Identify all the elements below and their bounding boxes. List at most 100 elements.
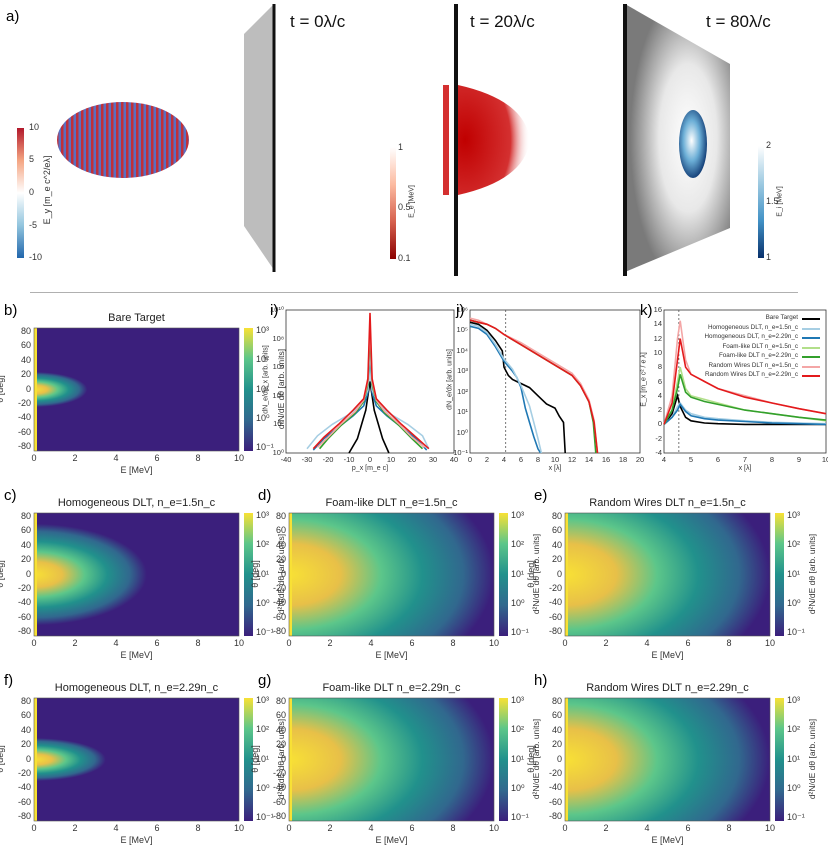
colorbar-tick-label: 10⁻¹ xyxy=(511,627,529,637)
cb3-tick: 2 xyxy=(766,140,772,150)
x-tick-label: 4 xyxy=(113,453,119,463)
colorbar xyxy=(499,513,508,636)
y-tick-label: 10² xyxy=(457,386,468,396)
y-tick-label: -40 xyxy=(17,412,31,423)
panel-letter-e: e) xyxy=(534,487,548,504)
x-tick-label: 6 xyxy=(154,453,160,463)
panel-letter-b: b) xyxy=(4,302,18,319)
colorbar-tick-label: 10³ xyxy=(256,695,270,705)
x-tick-label: 0 xyxy=(286,638,292,648)
y-tick-label: -40 xyxy=(548,782,562,793)
x-tick-label: 6 xyxy=(409,638,415,648)
y-tick-label: 40 xyxy=(551,724,562,735)
cb1-tick: -5 xyxy=(29,220,38,230)
x-tick-label: 4 xyxy=(501,455,507,464)
y-tick-label: -4 xyxy=(655,448,662,457)
x-tick-label: 4 xyxy=(113,638,119,648)
colorbar-tick-label: 10³ xyxy=(511,695,525,705)
y-tick-label: -20 xyxy=(548,767,562,778)
colorbar-tick-label: 10² xyxy=(787,724,801,735)
y-tick-label: 14 xyxy=(653,319,662,329)
colorbar-tick-label: 10⁻¹ xyxy=(787,812,805,822)
x-tick-label: -30 xyxy=(301,455,313,464)
series-line-5 xyxy=(312,312,430,450)
panel-letter-d: d) xyxy=(258,487,272,504)
colorbar-tick-label: 10² xyxy=(511,724,525,735)
cb2-label: E_e [MeV] xyxy=(408,185,416,218)
x-tick-label: 10 xyxy=(488,823,499,833)
x-tick-label: 2 xyxy=(603,638,609,648)
x-tick-label: 40 xyxy=(449,455,459,464)
x-tick-label: 6 xyxy=(685,638,691,648)
y-tick-label: 10⁴ xyxy=(272,390,284,400)
x-tick-label: 8 xyxy=(726,823,732,833)
y-tick-label: 20 xyxy=(275,739,286,750)
y-tick-label: 20 xyxy=(20,554,31,565)
y-tick-label: 0 xyxy=(280,753,286,764)
colorbar-tick-label: 10² xyxy=(256,354,270,365)
y-tick-label: 40 xyxy=(20,354,31,365)
y-axis-label: θ [deg] xyxy=(526,744,536,773)
colorbar-tick-label: 10⁰ xyxy=(256,412,270,423)
y-axis-label: θ [deg] xyxy=(526,559,536,588)
y-tick-label: 10¹⁰ xyxy=(270,305,284,314)
x-tick-label: 10 xyxy=(233,823,244,833)
colorbar-tick-label: 10⁰ xyxy=(511,782,525,793)
y-tick-label: -60 xyxy=(272,796,286,807)
x-tick-label: 6 xyxy=(715,455,721,464)
y-tick-label: 80 xyxy=(20,511,31,521)
y-tick-label: 2 xyxy=(657,405,662,415)
legend-label: Bare Target xyxy=(765,314,798,321)
y-axis-label: dN_e/dx [arb. units] xyxy=(446,348,454,410)
heatmap-title: Homogeneous DLT, n_e=1.5n_c xyxy=(57,497,216,509)
cb3-tick: 1.5 xyxy=(766,196,779,206)
colorbar-ee xyxy=(390,147,396,259)
y-tick-label: -80 xyxy=(17,811,31,821)
y-tick-label: -60 xyxy=(272,611,286,622)
x-axis-label: E [MeV] xyxy=(651,835,684,845)
legend-swatch xyxy=(802,375,820,377)
cb3-tick: 1 xyxy=(766,252,772,262)
x-tick-label: 4 xyxy=(661,455,667,464)
colorbar-tick-label: 10⁻¹ xyxy=(787,627,805,637)
x-tick-label: 10 xyxy=(764,638,775,648)
heatmap-title: Random Wires DLT n_e=2.29n_c xyxy=(586,682,749,694)
time-label-20: t = 20λ/c xyxy=(470,12,535,31)
x-tick-label: 8 xyxy=(195,638,201,648)
x-tick-label: 9 xyxy=(796,455,802,464)
target-plate-t0 xyxy=(244,4,276,272)
x-axis-label: x [λ] xyxy=(548,465,562,472)
y-tick-label: 60 xyxy=(275,710,286,721)
x-tick-label: 8 xyxy=(450,823,456,833)
y-tick-label: 4 xyxy=(657,390,662,400)
legend-label: Homogeneous DLT, n_e=1.5n_c xyxy=(707,323,798,331)
x-tick-label: 30 xyxy=(428,455,438,464)
colorbar-tick-label: 10¹ xyxy=(256,383,270,394)
heatmap-title: Homogeneous DLT, n_e=2.29n_c xyxy=(54,682,219,694)
y-tick-label: -80 xyxy=(272,811,286,821)
x-tick-label: 0 xyxy=(562,638,568,648)
legend-swatch xyxy=(802,356,820,358)
x-tick-label: 2 xyxy=(72,823,78,833)
y-tick-label: 0 xyxy=(556,753,562,764)
x-tick-label: 7 xyxy=(742,455,748,464)
y-tick-label: -20 xyxy=(548,582,562,593)
y-tick-label: 10⁶ xyxy=(456,305,468,314)
panel-letter-i: i) xyxy=(270,302,279,319)
x-tick-label: 2 xyxy=(72,638,78,648)
heatmap-title: Foam-like DLT n_e=2.29n_c xyxy=(322,682,461,694)
y-axis-label: θ [deg] xyxy=(250,744,260,773)
y-axis-label: E_x [m_e c² / e λ] xyxy=(640,351,648,407)
y-tick-label: -20 xyxy=(17,767,31,778)
panel-letter-k: k) xyxy=(640,302,653,319)
colorbar-tick-label: 10¹ xyxy=(256,568,270,579)
colorbar-tick-label: 10² xyxy=(256,724,270,735)
legend-swatch xyxy=(802,365,820,368)
y-tick-label: 10⁻¹ xyxy=(453,448,468,457)
x-tick-label: 8 xyxy=(726,638,732,648)
y-tick-label: -40 xyxy=(272,597,286,608)
y-tick-label: 0 xyxy=(25,383,31,394)
x-tick-label: 10 xyxy=(233,453,244,463)
x-tick-label: 0 xyxy=(31,823,37,833)
y-tick-label: 10⁴ xyxy=(456,345,468,355)
